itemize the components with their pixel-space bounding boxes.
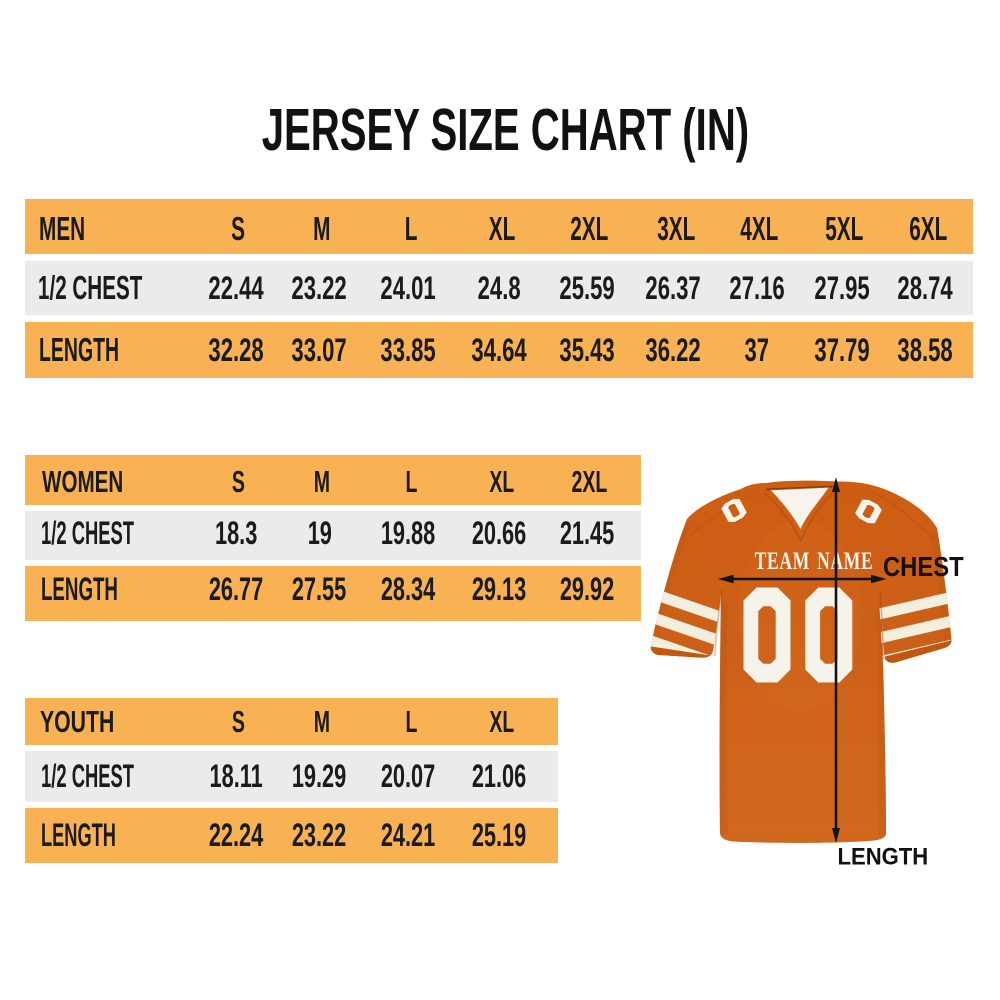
svg-text:CHEST: CHEST — [883, 552, 964, 582]
svg-text:TEAM NAME: TEAM NAME — [755, 547, 874, 575]
svg-text:LENGTH: LENGTH — [837, 843, 928, 870]
